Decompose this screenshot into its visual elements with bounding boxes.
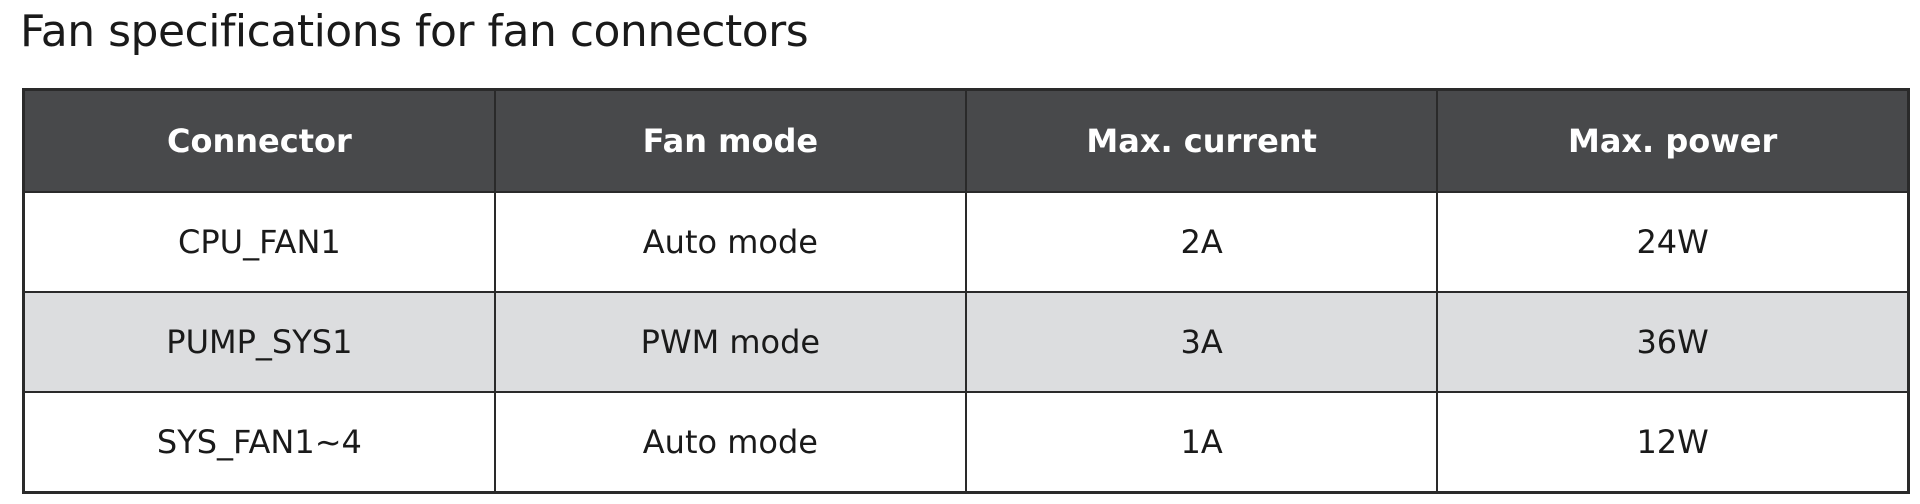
cell-fan-mode: Auto mode — [493, 391, 968, 494]
page-title: Fan specifications for fan connectors — [20, 6, 809, 57]
cell-max-power: 24W — [1436, 191, 1910, 293]
header-max-power: Max. power — [1436, 88, 1910, 193]
cell-connector: CPU_FAN1 — [22, 191, 496, 293]
fan-spec-table: Connector Fan mode Max. current Max. pow… — [22, 88, 1910, 494]
cell-max-current: 3A — [964, 291, 1439, 393]
cell-max-power: 36W — [1436, 291, 1910, 393]
header-connector: Connector — [22, 88, 496, 193]
cell-max-current: 2A — [964, 191, 1439, 293]
cell-connector: PUMP_SYS1 — [22, 291, 496, 393]
table-row: SYS_FAN1~4 Auto mode 1A 12W — [22, 391, 1910, 494]
header-max-current: Max. current — [964, 88, 1439, 193]
cell-max-power: 12W — [1436, 391, 1910, 494]
header-row: Connector Fan mode Max. current Max. pow… — [22, 88, 1910, 193]
cell-fan-mode: PWM mode — [493, 291, 968, 393]
header-fan-mode: Fan mode — [493, 88, 968, 193]
cell-max-current: 1A — [964, 391, 1439, 494]
table-row: PUMP_SYS1 PWM mode 3A 36W — [22, 291, 1910, 393]
cell-fan-mode: Auto mode — [493, 191, 968, 293]
cell-connector: SYS_FAN1~4 — [22, 391, 496, 494]
table-row: CPU_FAN1 Auto mode 2A 24W — [22, 191, 1910, 293]
